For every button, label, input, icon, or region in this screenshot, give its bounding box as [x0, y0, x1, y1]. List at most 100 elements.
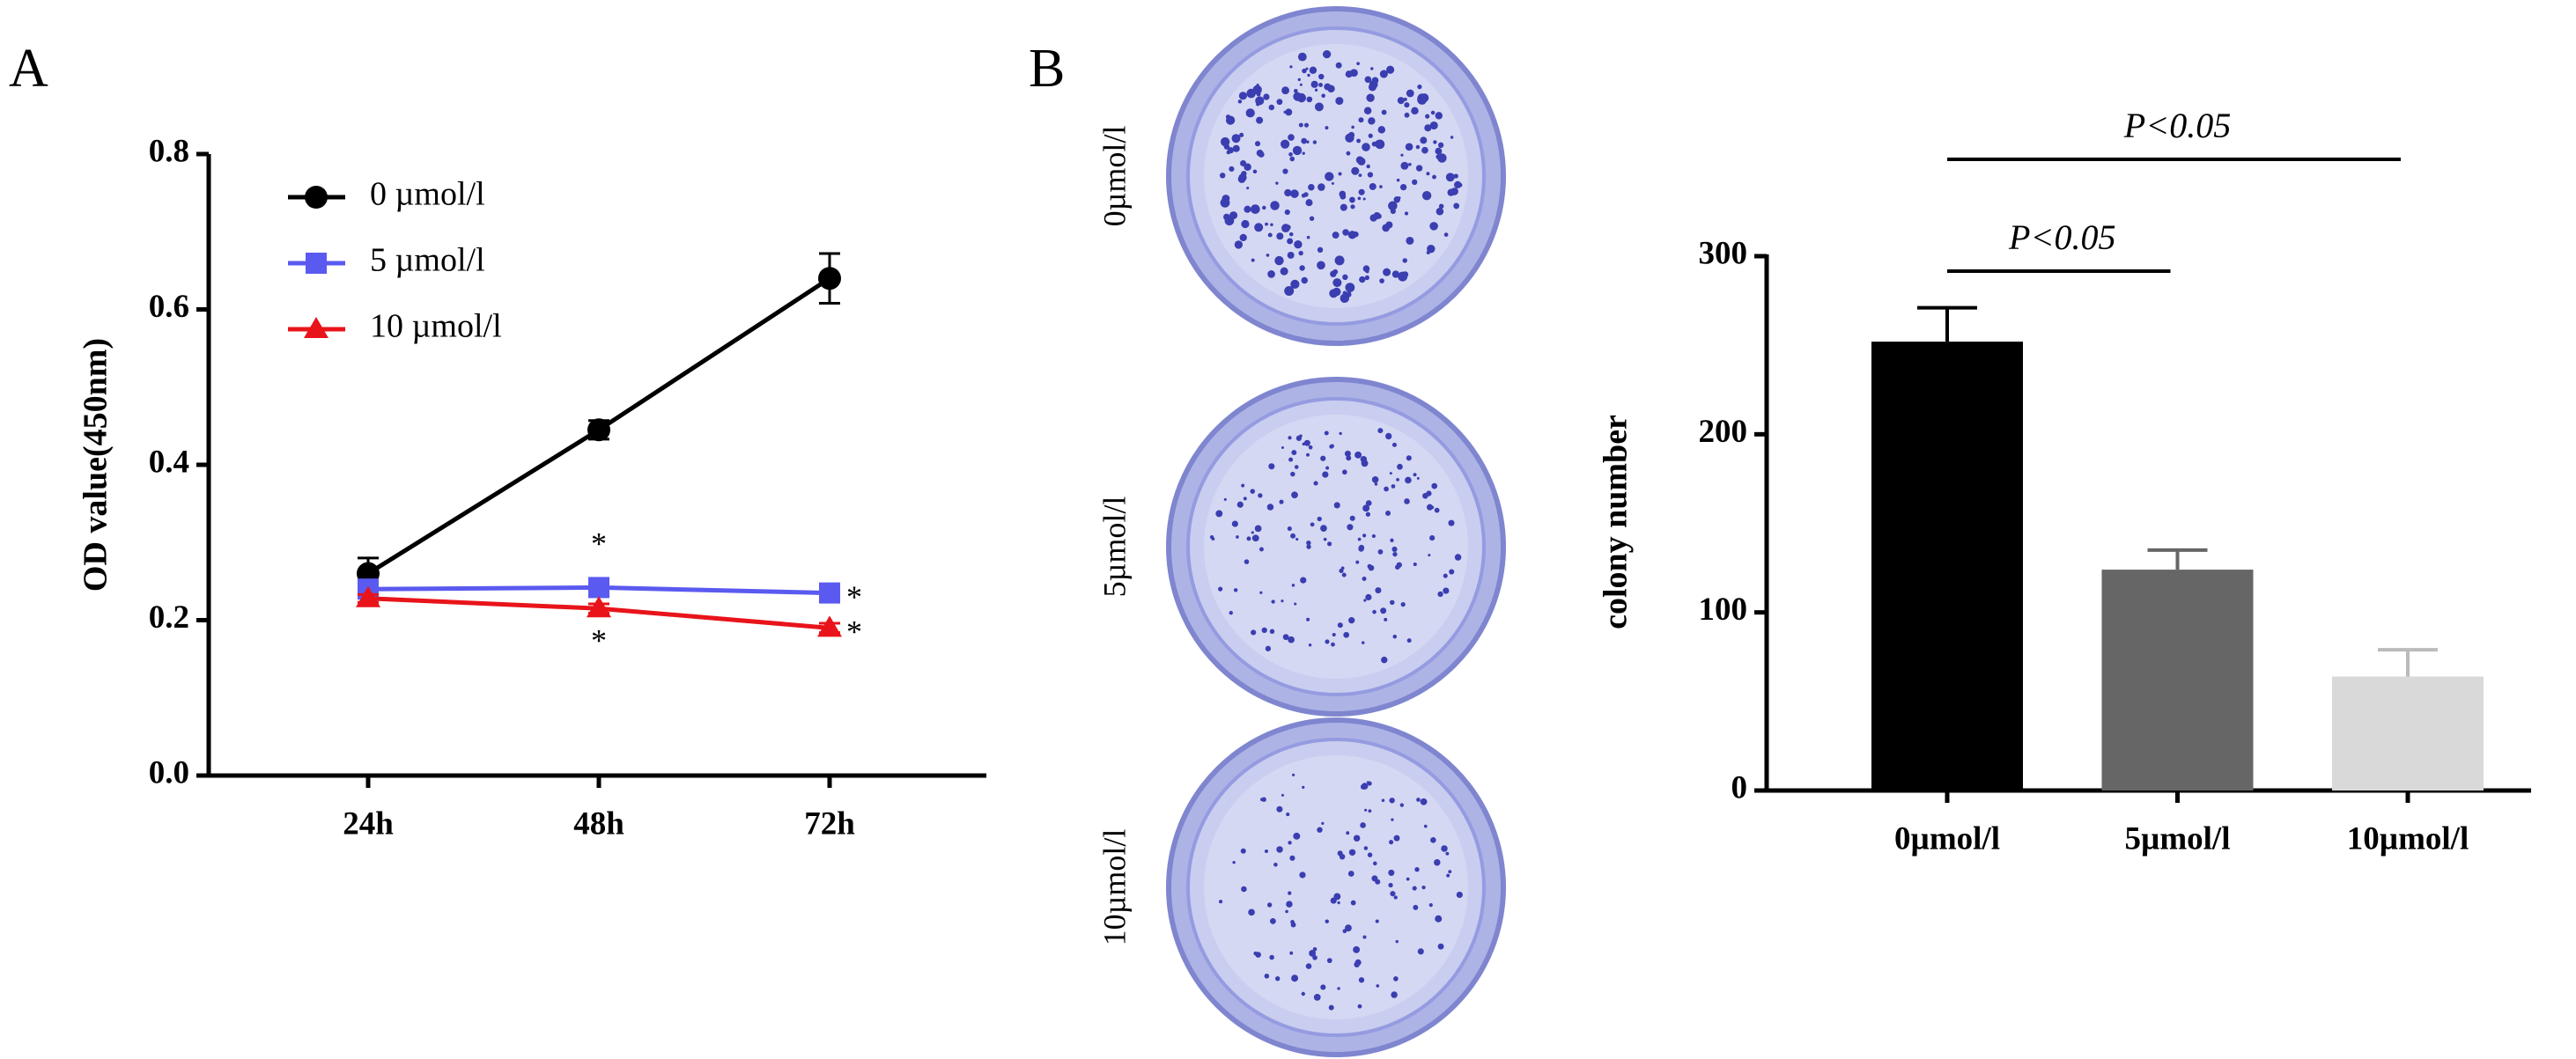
- colony: [1279, 499, 1284, 504]
- colony: [1376, 984, 1380, 988]
- colony: [1362, 935, 1367, 939]
- comparison-label: P<0.05: [2123, 106, 2231, 145]
- colony: [1290, 279, 1300, 289]
- colony: [1288, 457, 1294, 462]
- colony: [1358, 546, 1364, 552]
- colony: [1313, 994, 1321, 1001]
- colony: [1404, 102, 1410, 108]
- colony: [1274, 975, 1281, 982]
- colony: [1435, 147, 1443, 155]
- colony: [1220, 197, 1230, 208]
- colony: [1289, 951, 1294, 955]
- colony: [1420, 136, 1428, 144]
- colony: [1293, 88, 1298, 93]
- colony: [1306, 96, 1313, 103]
- colony: [1441, 845, 1448, 852]
- colony: [1450, 136, 1454, 139]
- colony: [1350, 204, 1355, 210]
- marker: [587, 596, 611, 618]
- colony: [1269, 954, 1274, 960]
- x-tick-label: 0µmol/l: [1894, 820, 2000, 857]
- colony: [1324, 430, 1329, 436]
- colony: [1429, 121, 1438, 130]
- colony: [1421, 146, 1428, 154]
- colony: [1333, 502, 1340, 509]
- colony: [1271, 599, 1275, 604]
- colony: [1330, 175, 1334, 179]
- significance-mark: *: [591, 623, 607, 658]
- colony: [1388, 869, 1395, 876]
- colony: [1355, 560, 1360, 564]
- colony: [1219, 173, 1226, 179]
- colony: [1413, 473, 1417, 477]
- colony: [1346, 831, 1350, 835]
- colony: [1361, 783, 1369, 790]
- colony: [1285, 224, 1291, 231]
- colony: [1314, 102, 1324, 112]
- legend-label: 10 µmol/l: [370, 308, 502, 345]
- colony: [1426, 504, 1434, 511]
- colony: [1308, 445, 1313, 450]
- colony: [1353, 231, 1359, 238]
- colony: [1420, 798, 1428, 805]
- colony: [1274, 255, 1284, 266]
- plate: [1166, 717, 1506, 1057]
- colony: [1297, 77, 1301, 82]
- colony: [1435, 112, 1443, 120]
- colony: [1358, 977, 1365, 983]
- marker: [588, 577, 609, 599]
- colony: [1445, 173, 1455, 182]
- colony: [1246, 536, 1251, 541]
- colony: [1318, 183, 1325, 191]
- error-bar: [1917, 305, 1977, 342]
- colony: [1332, 278, 1342, 288]
- colony: [1290, 919, 1295, 924]
- colony: [1288, 232, 1294, 237]
- colony: [1332, 232, 1340, 239]
- error-bar: [2147, 548, 2208, 570]
- colony: [1379, 70, 1388, 78]
- marker: [305, 186, 328, 209]
- colony: [1294, 602, 1297, 606]
- colony: [1317, 261, 1325, 270]
- colony: [1269, 917, 1276, 924]
- colony: [1229, 165, 1235, 173]
- colony: [1233, 588, 1238, 592]
- plate: [1166, 6, 1506, 346]
- colony: [1284, 188, 1292, 197]
- colony: [1302, 151, 1305, 155]
- colony: [1351, 125, 1354, 129]
- colony: [1323, 537, 1327, 541]
- colony: [1310, 80, 1318, 88]
- colony: [1276, 99, 1283, 106]
- colony: [1345, 924, 1352, 932]
- colony: [1256, 102, 1260, 107]
- colony: [1385, 221, 1393, 229]
- colony: [1244, 559, 1250, 564]
- colony: [1258, 493, 1263, 498]
- colony: [1379, 278, 1384, 283]
- colony: [1298, 122, 1303, 128]
- colony: [1454, 554, 1462, 561]
- colony: [1332, 633, 1336, 637]
- colony: [1329, 444, 1334, 449]
- colony: [1256, 92, 1261, 97]
- colony: [1432, 174, 1436, 180]
- y-tick-label: 0: [1731, 769, 1748, 805]
- colony: [1309, 216, 1315, 221]
- colony: [1345, 133, 1354, 143]
- colony: [1246, 187, 1250, 190]
- colony: [1262, 205, 1266, 210]
- colony: [1240, 159, 1247, 167]
- colony: [1456, 891, 1463, 899]
- colony: [1405, 143, 1413, 151]
- colony: [1395, 939, 1399, 944]
- colony: [1295, 435, 1303, 441]
- colony: [1345, 283, 1355, 293]
- colony: [1289, 855, 1295, 861]
- colony: [1241, 483, 1245, 488]
- colony: [1357, 1004, 1362, 1009]
- panel-label: A: [9, 39, 48, 99]
- colony: [1245, 108, 1255, 118]
- colony: [1218, 586, 1223, 592]
